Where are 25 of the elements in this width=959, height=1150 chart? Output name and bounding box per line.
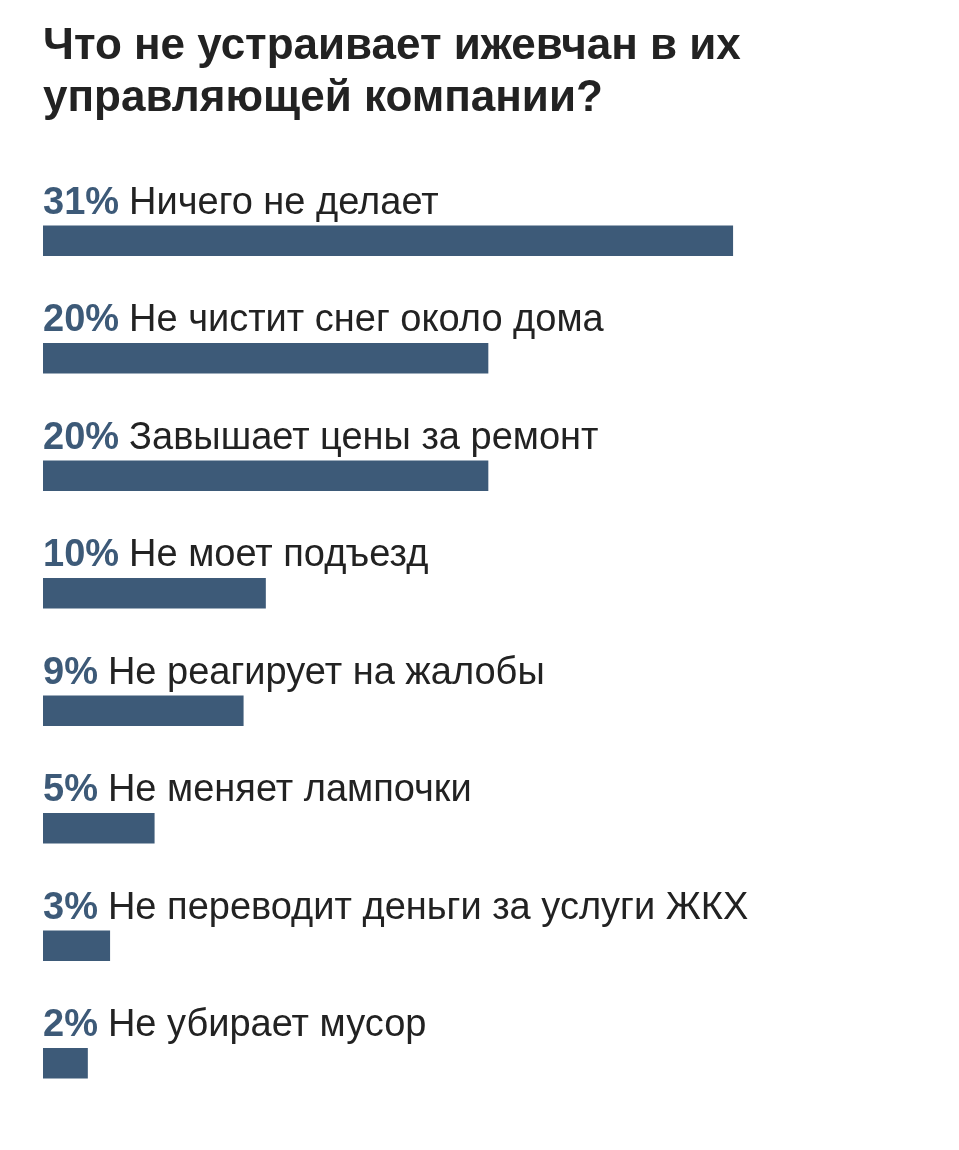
data-label: 2% <box>43 1002 98 1045</box>
bar <box>43 225 734 257</box>
y-tick-label: Не меняет лампочки <box>107 767 472 810</box>
y-tick-label: Не переводит деньги за услуги ЖКХ <box>107 884 749 927</box>
data-label: 10% <box>43 532 120 575</box>
bar <box>43 577 266 609</box>
data-label: 20% <box>43 414 120 457</box>
chart-title: Что не устраивает ижевчан в их управляющей компании? <box>42 18 742 122</box>
bar <box>43 1047 88 1079</box>
y-tick-label: Завышает цены за ремонт <box>129 414 599 457</box>
data-label: 20% <box>43 297 120 340</box>
data-label: 3% <box>43 884 98 927</box>
data-label: 5% <box>43 767 98 810</box>
data-label: 9% <box>43 649 98 692</box>
bar <box>43 812 155 844</box>
y-tick-label: Не моет подъезд <box>129 532 429 575</box>
y-tick-label: Не реагирует на жалобы <box>107 649 545 692</box>
bar <box>43 930 111 962</box>
y-tick-label: Не чистит снег около дома <box>129 297 605 340</box>
bar <box>43 460 489 492</box>
bar <box>43 342 489 374</box>
y-tick-label: Ничего не делает <box>129 179 439 222</box>
data-label: 31% <box>43 179 120 222</box>
y-tick-label: Не убирает мусор <box>107 1002 427 1045</box>
bar <box>43 695 244 727</box>
